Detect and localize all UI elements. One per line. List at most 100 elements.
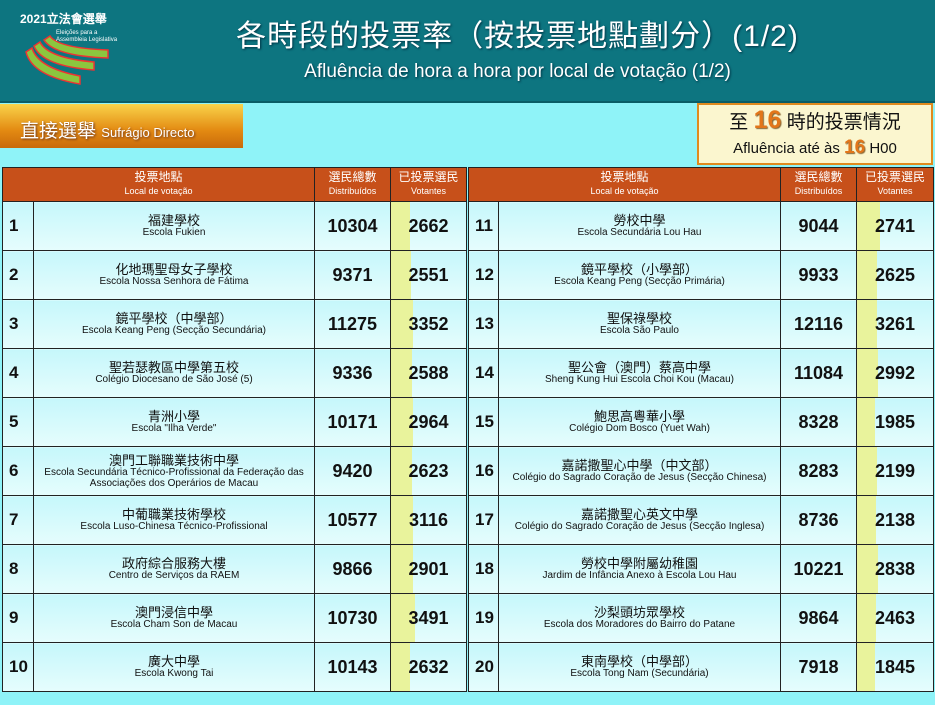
turnout-bar — [857, 202, 881, 250]
station-name-pt: Escola Kwong Tai — [134, 668, 214, 679]
total-voters: 9336 — [314, 348, 391, 398]
station-name-zh: 政府綜合服務大樓 — [121, 556, 226, 571]
total-voters: 9371 — [314, 250, 391, 300]
polling-station: 鮑思高粵華小學 Colégio Dom Bosco (Yuet Wah) — [498, 397, 781, 447]
station-name-zh: 化地瑪聖母女子學校 — [115, 262, 233, 277]
station-name-pt: Escola Secundária Técnico-Profissional d… — [44, 466, 304, 489]
polling-station: 澳門浸信中學 Escola Cham Son de Macau — [33, 593, 315, 643]
voted-cell: 2625 — [856, 250, 934, 300]
station-name-pt: Escola Keang Peng (Secção Secundária) — [81, 325, 266, 336]
voted-cell: 1985 — [856, 397, 934, 447]
station-name-zh: 廣大中學 — [147, 654, 200, 669]
col-place: 投票地點 Local de votação — [468, 167, 781, 202]
row-number: 9 — [2, 593, 34, 643]
polling-station: 聖公會（澳門）蔡高中學 Sheng Kung Hui Escola Choi Ko… — [498, 348, 781, 398]
col-place-pt: Local de votação — [590, 186, 659, 196]
polling-station: 政府綜合服務大樓 Centro de Serviços da RAEM — [33, 544, 315, 594]
station-name-pt: Centro de Serviços da RAEM — [108, 570, 240, 581]
station-name-zh: 聖公會（澳門）蔡高中學 — [567, 360, 711, 375]
row-number: 20 — [468, 642, 499, 692]
table-row: 14 聖公會（澳門）蔡高中學 Sheng Kung Hui Escola Choi … — [468, 348, 934, 398]
voted-cell: 2632 — [390, 642, 467, 692]
table-row: 17 嘉諾撒聖心英文中學 Colégio do Sagrado Coração de… — [468, 495, 934, 545]
col-place-zh: 投票地點 — [600, 170, 649, 184]
table-row: 19 沙梨頭坊眾學校 Escola dos Moradores do Bairro … — [468, 593, 934, 643]
col-voted-pt: Votantes — [877, 186, 913, 196]
total-voters: 10577 — [314, 495, 391, 545]
row-number: 12 — [468, 250, 499, 300]
row-number: 7 — [2, 495, 34, 545]
polling-station: 中葡職業技術學校 Escola Luso-Chinesa Técnico-Prof… — [33, 495, 315, 545]
total-voters: 8283 — [780, 446, 857, 496]
turnout-bar — [857, 251, 878, 299]
station-name-pt: Escola Tong Nam (Secundária) — [570, 668, 709, 679]
station-name-zh: 中葡職業技術學校 — [121, 507, 226, 522]
voted-cell: 3491 — [390, 593, 467, 643]
voted-cell: 2623 — [390, 446, 467, 496]
col-place-pt: Local de votação — [124, 186, 193, 196]
turnout-bar — [857, 594, 876, 642]
row-number: 5 — [2, 397, 34, 447]
station-name-zh: 青洲小學 — [147, 409, 200, 424]
table-row: 9 澳門浸信中學 Escola Cham Son de Macau 10730 3491 — [2, 593, 467, 643]
table-row: 15 鮑思高粵華小學 Colégio Dom Bosco (Yuet Wah) 832… — [468, 397, 934, 447]
total-voters: 10304 — [314, 201, 391, 251]
station-name-pt: Escola Fukien — [142, 227, 206, 238]
station-name-pt: Sheng Kung Hui Escola Choi Kou (Macau) — [545, 374, 734, 385]
station-name-pt: Escola São Paulo — [600, 325, 679, 336]
time-box: 至 16 時的投票情況 Afluência até às 16 H00 — [697, 103, 933, 165]
voted-cell: 2588 — [390, 348, 467, 398]
polling-station: 勞校中學 Escola Secundária Lou Hau — [498, 201, 781, 251]
voted-cell: 2901 — [390, 544, 467, 594]
table-row: 18 勞校中學附屬幼稚園 Jardim de Infância Anexo à Es… — [468, 544, 934, 594]
voted-cell: 2662 — [390, 201, 467, 251]
col-voted-zh: 已投票選民 — [398, 170, 459, 184]
station-name-zh: 東南學校（中學部） — [580, 654, 698, 669]
voted-cell: 3261 — [856, 299, 934, 349]
voted-count: 2199 — [874, 460, 916, 481]
voted-count: 1845 — [874, 656, 916, 677]
total-voters: 9420 — [314, 446, 391, 496]
total-voters: 10730 — [314, 593, 391, 643]
row-number: 16 — [468, 446, 499, 496]
voted-cell: 1845 — [856, 642, 934, 692]
station-name-pt: Colégio do Sagrado Coração de Jesus (Sec… — [514, 521, 765, 532]
polling-station: 嘉諾撒聖心中學（中文部） Colégio do Sagrado Coração d… — [498, 446, 781, 496]
table-row: 12 鏡平學校（小學部） Escola Keang Peng (Secção Pri… — [468, 250, 934, 300]
polling-station: 福建學校 Escola Fukien — [33, 201, 315, 251]
header-banner: 2021立法會選舉 Eleições para a Assembleia Leg… — [0, 0, 935, 103]
row-number: 19 — [468, 593, 499, 643]
row-number: 10 — [2, 642, 34, 692]
logo-arcs-icon — [25, 34, 109, 85]
total-voters: 9933 — [780, 250, 857, 300]
row-number: 13 — [468, 299, 499, 349]
station-name-zh: 嘉諾撒聖心英文中學 — [580, 507, 698, 522]
col-total: 選民總數 Distribuídos — [314, 167, 391, 202]
turnout-bar — [857, 545, 879, 593]
turnout-table-right: 投票地點 Local de votação 選民總數 Distribuídos 已投票選… — [468, 167, 934, 692]
row-number: 3 — [2, 299, 34, 349]
voted-cell: 2992 — [856, 348, 934, 398]
col-voted-zh: 已投票選民 — [864, 170, 925, 184]
table-row: 8 政府綜合服務大樓 Centro de Serviços da RAEM 9866 2… — [2, 544, 467, 594]
turnout-bar — [857, 496, 876, 544]
polling-station: 嘉諾撒聖心英文中學 Colégio do Sagrado Coração de J… — [498, 495, 781, 545]
polling-station: 鏡平學校（小學部） Escola Keang Peng (Secção Primá… — [498, 250, 781, 300]
turnout-bar — [857, 398, 876, 446]
total-voters: 10171 — [314, 397, 391, 447]
polling-station: 化地瑪聖母女子學校 Escola Nossa Senhora de Fátima — [33, 250, 315, 300]
total-voters: 11084 — [780, 348, 857, 398]
voted-count: 2662 — [408, 215, 449, 236]
total-voters: 11275 — [314, 299, 391, 349]
col-voted: 已投票選民 Votantes — [390, 167, 467, 202]
table-row: 6 澳門工聯職業技術中學 Escola Secundária Técnico-Pro… — [2, 446, 467, 496]
voted-count: 2992 — [874, 362, 916, 383]
table-row: 7 中葡職業技術學校 Escola Luso-Chinesa Técnico-Pro… — [2, 495, 467, 545]
station-name-pt: Escola Cham Son de Macau — [110, 619, 238, 630]
col-place: 投票地點 Local de votação — [2, 167, 315, 202]
time-hour-pt: 16 — [844, 137, 866, 158]
station-name-zh: 澳門浸信中學 — [134, 605, 213, 620]
col-voted-pt: Votantes — [410, 186, 447, 196]
total-voters: 7918 — [780, 642, 857, 692]
polling-station: 鏡平學校（中學部） Escola Keang Peng (Secção Secun… — [33, 299, 315, 349]
